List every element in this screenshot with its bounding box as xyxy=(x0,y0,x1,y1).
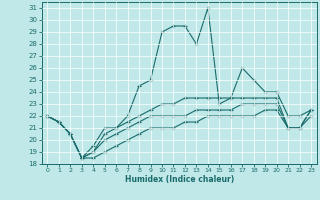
X-axis label: Humidex (Indice chaleur): Humidex (Indice chaleur) xyxy=(124,175,234,184)
